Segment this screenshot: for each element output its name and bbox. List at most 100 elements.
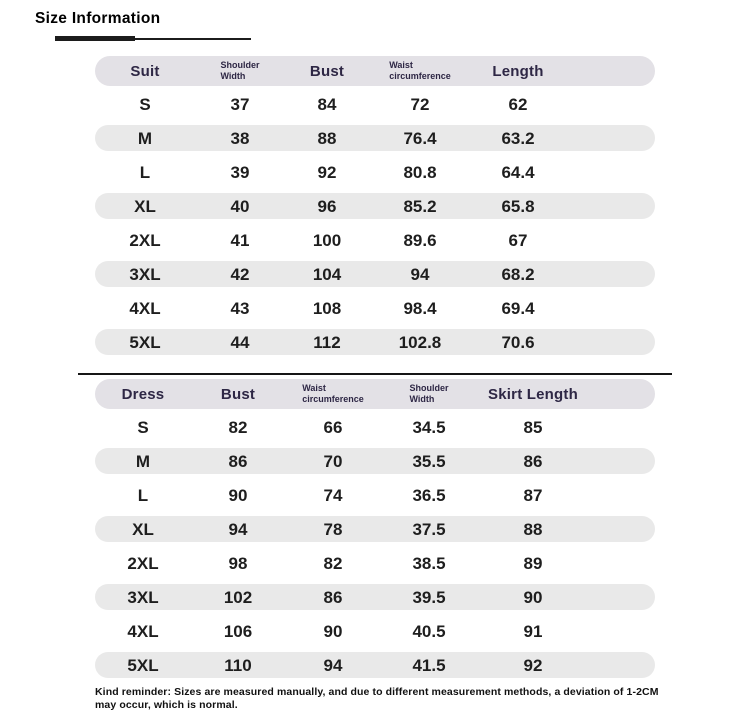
value-cell: 89 <box>523 553 543 573</box>
header-row: Suit Shoulder Width Bust Waist circumferenc… <box>95 56 655 86</box>
table-row: 2XL 98 82 38.5 89 <box>95 550 655 576</box>
table-row: L 90 74 36.5 87 <box>95 482 655 508</box>
header-cell: Suit <box>130 62 160 80</box>
size-cell: M <box>135 451 151 471</box>
size-cell: 3XL <box>129 264 161 284</box>
value-cell: 40.5 <box>412 621 446 641</box>
size-cell: XL <box>132 519 154 539</box>
value-cell: 76.4 <box>403 128 437 148</box>
value-cell: 96 <box>317 196 337 216</box>
value-cell: 39.5 <box>412 587 446 607</box>
value-cell: 62 <box>508 94 528 114</box>
table-row: 4XL 43 108 98.4 69.4 <box>95 295 655 321</box>
dress-size-table: Dress Bust Waist circumference Shoulder Wid… <box>95 379 655 678</box>
value-cell: 43 <box>230 298 250 318</box>
value-cell: 90 <box>323 621 343 641</box>
value-cell: 112 <box>313 332 341 352</box>
value-cell: 88 <box>317 128 337 148</box>
size-cell: S <box>137 417 149 437</box>
value-cell: 106 <box>223 621 253 641</box>
value-cell: 84 <box>317 94 337 114</box>
value-cell: 90 <box>228 485 248 505</box>
value-cell: 102.8 <box>398 332 442 352</box>
value-cell: 92 <box>317 162 337 182</box>
value-cell: 37.5 <box>412 519 446 539</box>
header-cell: Shoulder Width <box>409 382 449 404</box>
value-cell: 66 <box>323 417 343 437</box>
header-cell: Waist circumference <box>302 382 364 404</box>
value-cell: 102 <box>223 587 253 607</box>
value-cell: 82 <box>323 553 343 573</box>
value-cell: 68.2 <box>501 264 535 284</box>
table-row: M 38 88 76.4 63.2 <box>95 125 655 151</box>
value-cell: 69.4 <box>501 298 535 318</box>
header-cell: Shoulder Width <box>220 59 260 81</box>
header-cell: Bust <box>309 62 345 80</box>
value-cell: 86 <box>228 451 248 471</box>
size-cell: 4XL <box>127 621 159 641</box>
value-cell: 72 <box>410 94 430 114</box>
value-cell: 67 <box>508 230 528 250</box>
table-row: S 37 84 72 62 <box>95 91 655 117</box>
table-divider <box>78 373 672 375</box>
suit-size-table: Suit Shoulder Width Bust Waist circumferenc… <box>95 56 655 355</box>
size-tables: Suit Shoulder Width Bust Waist circumferenc… <box>78 56 672 712</box>
value-cell: 65.8 <box>501 196 535 216</box>
table-row: 3XL 42 104 94 68.2 <box>95 261 655 287</box>
size-cell: 5XL <box>127 655 159 675</box>
value-cell: 86 <box>323 587 343 607</box>
value-cell: 70.6 <box>501 332 535 352</box>
table-row: XL 94 78 37.5 88 <box>95 516 655 542</box>
size-cell: 4XL <box>129 298 161 318</box>
value-cell: 108 <box>312 298 342 318</box>
value-cell: 85.2 <box>403 196 437 216</box>
header-cell: Length <box>492 62 544 80</box>
value-cell: 78 <box>323 519 343 539</box>
value-cell: 41.5 <box>412 655 446 675</box>
value-cell: 63.2 <box>501 128 535 148</box>
value-cell: 35.5 <box>412 451 446 471</box>
value-cell: 74 <box>323 485 343 505</box>
header-cell: Skirt Length <box>488 385 578 403</box>
size-cell: 5XL <box>129 332 161 352</box>
table-row: 4XL 106 90 40.5 91 <box>95 618 655 644</box>
size-cell: L <box>137 485 149 505</box>
header-cell: Dress <box>121 385 165 403</box>
header-cell: Waist circumference <box>389 59 451 81</box>
underline-thin-bar <box>55 38 251 40</box>
value-cell: 42 <box>230 264 250 284</box>
value-cell: 94 <box>228 519 248 539</box>
value-cell: 98.4 <box>403 298 437 318</box>
value-cell: 88 <box>523 519 543 539</box>
value-cell: 94 <box>323 655 343 675</box>
table-row: S 82 66 34.5 85 <box>95 414 655 440</box>
value-cell: 85 <box>523 417 543 437</box>
size-cell: XL <box>134 196 156 216</box>
value-cell: 38 <box>230 128 250 148</box>
size-cell: S <box>139 94 151 114</box>
value-cell: 39 <box>230 162 250 182</box>
header-row: Dress Bust Waist circumference Shoulder Wid… <box>95 379 655 409</box>
value-cell: 80.8 <box>403 162 437 182</box>
value-cell: 98 <box>228 553 248 573</box>
value-cell: 37 <box>230 94 250 114</box>
value-cell: 100 <box>312 230 342 250</box>
value-cell: 89.6 <box>403 230 437 250</box>
value-cell: 34.5 <box>412 417 446 437</box>
table-row: L 39 92 80.8 64.4 <box>95 159 655 185</box>
page-title: Size Information <box>35 10 161 27</box>
value-cell: 82 <box>228 417 248 437</box>
table-row: XL 40 96 85.2 65.8 <box>95 193 655 219</box>
value-cell: 40 <box>230 196 250 216</box>
size-cell: 2XL <box>129 230 161 250</box>
size-cell: M <box>137 128 153 148</box>
size-cell: 2XL <box>127 553 159 573</box>
header-cell: Bust <box>220 385 256 403</box>
value-cell: 92 <box>523 655 543 675</box>
value-cell: 104 <box>312 264 342 284</box>
value-cell: 64.4 <box>501 162 535 182</box>
table-row: 5XL 44 112 102.8 70.6 <box>95 329 655 355</box>
table-row: 5XL 110 94 41.5 92 <box>95 652 655 678</box>
footer-note: Kind reminder: Sizes are measured manual… <box>95 686 659 712</box>
value-cell: 38.5 <box>412 553 446 573</box>
